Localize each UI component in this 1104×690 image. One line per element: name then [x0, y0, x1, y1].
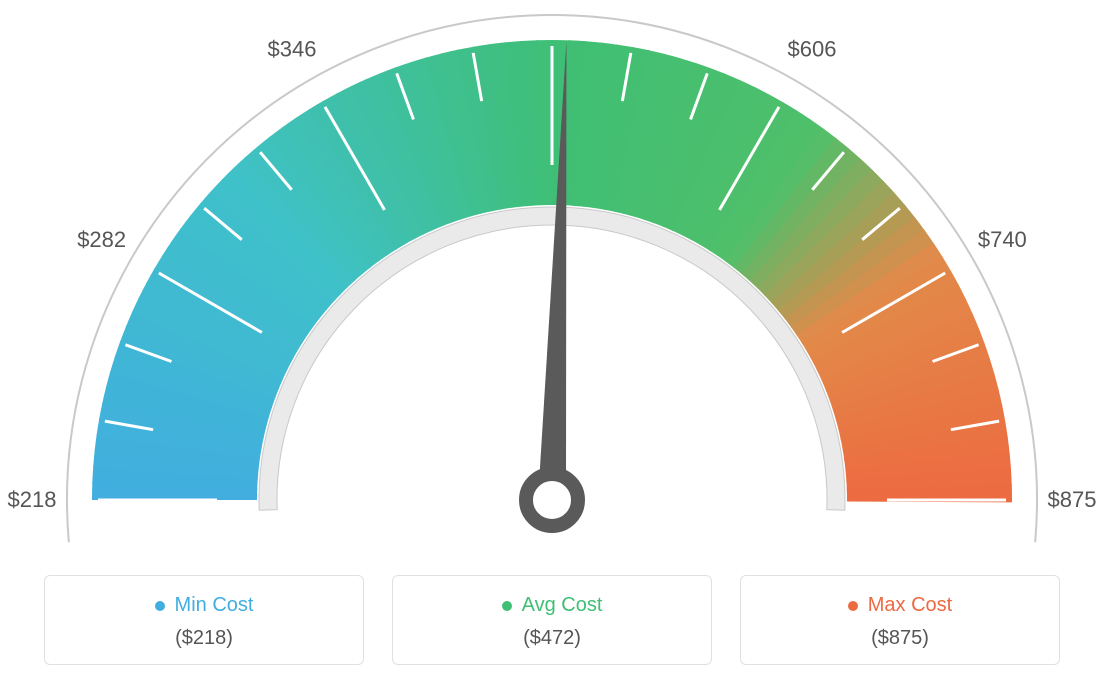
gauge-svg: $218$282$346$472$606$740$875	[0, 0, 1104, 580]
legend-card-avg: Avg Cost ($472)	[392, 575, 712, 665]
legend-value-avg: ($472)	[405, 627, 699, 650]
legend-card-max: Max Cost ($875)	[740, 575, 1060, 665]
legend-value-max: ($875)	[753, 627, 1047, 650]
svg-text:$740: $740	[978, 227, 1027, 252]
legend-dot-min	[155, 601, 165, 611]
legend-title-avg: Avg Cost	[502, 594, 603, 617]
legend-dot-max	[848, 601, 858, 611]
legend-label-avg: Avg Cost	[522, 594, 603, 617]
legend-value-min: ($218)	[57, 627, 351, 650]
legend-title-min: Min Cost	[155, 594, 254, 617]
svg-text:$875: $875	[1048, 487, 1097, 512]
legend-label-min: Min Cost	[175, 594, 254, 617]
legend-dot-avg	[502, 601, 512, 611]
svg-text:$218: $218	[8, 487, 57, 512]
legend-row: Min Cost ($218) Avg Cost ($472) Max Cost…	[0, 575, 1104, 665]
svg-text:$606: $606	[788, 37, 837, 62]
legend-card-min: Min Cost ($218)	[44, 575, 364, 665]
legend-title-max: Max Cost	[848, 594, 952, 617]
svg-text:$346: $346	[268, 37, 317, 62]
legend-label-max: Max Cost	[868, 594, 952, 617]
svg-text:$282: $282	[77, 227, 126, 252]
cost-gauge-chart: $218$282$346$472$606$740$875 Min Cost ($…	[0, 0, 1104, 690]
